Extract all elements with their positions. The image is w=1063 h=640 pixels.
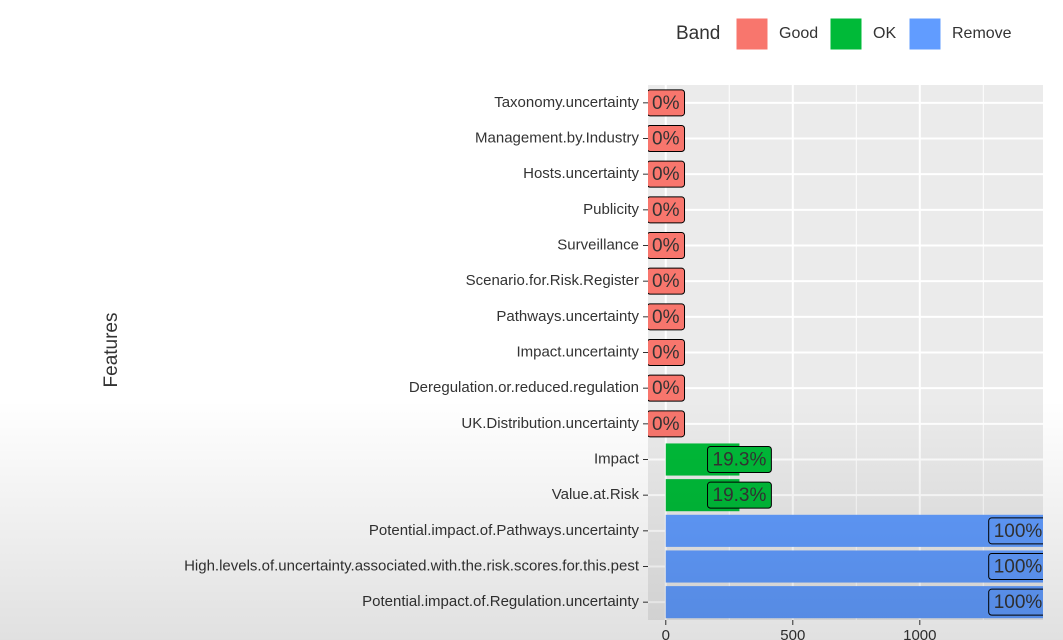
label-box [648, 125, 686, 152]
y-tick-label: Deregulation.or.reduced.regulation [409, 379, 639, 396]
label-box [648, 89, 686, 117]
value-label: 0% [652, 271, 680, 292]
label-box [648, 267, 686, 295]
value-label: 0% [652, 93, 680, 114]
label-box [648, 303, 686, 331]
y-tick-label: Pathways.uncertainty [496, 308, 639, 325]
legend-label: Remove [952, 25, 1012, 42]
label-box [648, 196, 686, 224]
legend-label: OK [873, 25, 896, 42]
y-tick-label: Impact.uncertainty [516, 343, 639, 360]
y-tick-label: Scenario.for.Risk.Register [466, 272, 639, 289]
label-box [648, 339, 686, 366]
legend-key [735, 17, 769, 51]
y-tick-label: Surveillance [557, 236, 639, 253]
value-label: 0% [652, 236, 680, 257]
y-tick-label: Management.by.Industry [475, 129, 639, 146]
value-label: 0% [652, 343, 680, 364]
value-label: 0% [652, 378, 680, 399]
value-label: 0% [652, 200, 680, 221]
value-label: 0% [652, 164, 680, 185]
legend-label: Good [779, 25, 818, 42]
y-tick-label: Publicity [583, 201, 639, 218]
shade [0, 400, 1063, 640]
y-axis-title: Features [101, 313, 122, 388]
y-tick-label: Hosts.uncertainty [523, 165, 639, 182]
value-label: 0% [652, 307, 680, 328]
value-label: 0% [652, 129, 680, 150]
label-box [648, 232, 686, 259]
legend-key [829, 17, 863, 51]
y-tick-label: Taxonomy.uncertainty [494, 94, 639, 111]
label-box [648, 160, 686, 188]
legend-key [908, 17, 942, 51]
legend-title: Band [676, 23, 720, 44]
